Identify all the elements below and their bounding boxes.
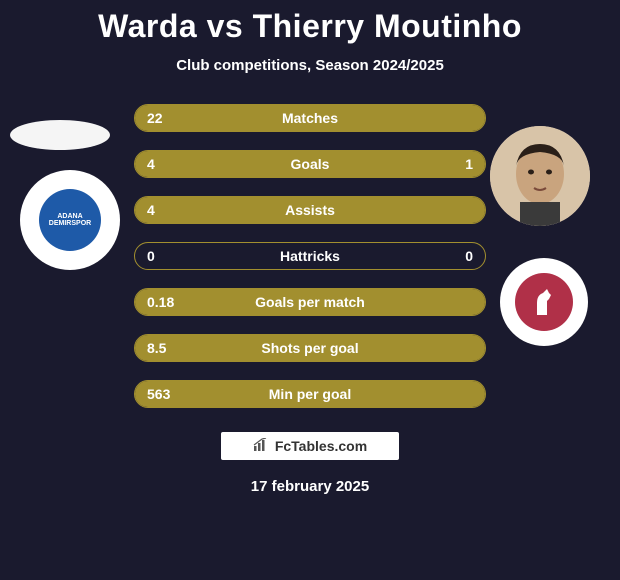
player2-photo bbox=[490, 126, 590, 226]
stat-value-right: 1 bbox=[465, 156, 473, 172]
stats-container: 22 Matches 4 Goals 1 4 Assists 0 Hattric… bbox=[134, 104, 486, 408]
stat-row-shots-per-goal: 8.5 Shots per goal bbox=[134, 334, 486, 362]
club1-icon: ADANA DEMIRSPOR bbox=[39, 189, 101, 251]
player2-club-badge bbox=[500, 258, 588, 346]
date-text: 17 february 2025 bbox=[0, 478, 620, 495]
player1-club-badge: ADANA DEMIRSPOR bbox=[20, 170, 120, 270]
stat-row-min-per-goal: 563 Min per goal bbox=[134, 380, 486, 408]
stat-row-matches: 22 Matches bbox=[134, 104, 486, 132]
stat-label: Min per goal bbox=[135, 386, 485, 402]
chart-icon bbox=[253, 438, 269, 455]
footer-brand[interactable]: FcTables.com bbox=[221, 432, 399, 460]
stat-label: Goals per match bbox=[135, 294, 485, 310]
stat-row-assists: 4 Assists bbox=[134, 196, 486, 224]
stat-row-goals: 4 Goals 1 bbox=[134, 150, 486, 178]
horse-icon bbox=[531, 287, 557, 317]
stat-label: Shots per goal bbox=[135, 340, 485, 356]
stat-row-goals-per-match: 0.18 Goals per match bbox=[134, 288, 486, 316]
player1-photo bbox=[10, 120, 110, 150]
stat-label: Goals bbox=[135, 156, 485, 172]
club1-text: ADANA DEMIRSPOR bbox=[39, 213, 101, 227]
stat-label: Hattricks bbox=[135, 248, 485, 264]
stat-label: Matches bbox=[135, 110, 485, 126]
footer-brand-text: FcTables.com bbox=[275, 438, 367, 454]
stat-value-right: 0 bbox=[465, 248, 473, 264]
stat-row-hattricks: 0 Hattricks 0 bbox=[134, 242, 486, 270]
page-title: Warda vs Thierry Moutinho bbox=[0, 0, 620, 45]
stat-label: Assists bbox=[135, 202, 485, 218]
club2-icon bbox=[515, 273, 573, 331]
player2-face-icon bbox=[490, 126, 590, 226]
subtitle: Club competitions, Season 2024/2025 bbox=[0, 57, 620, 74]
